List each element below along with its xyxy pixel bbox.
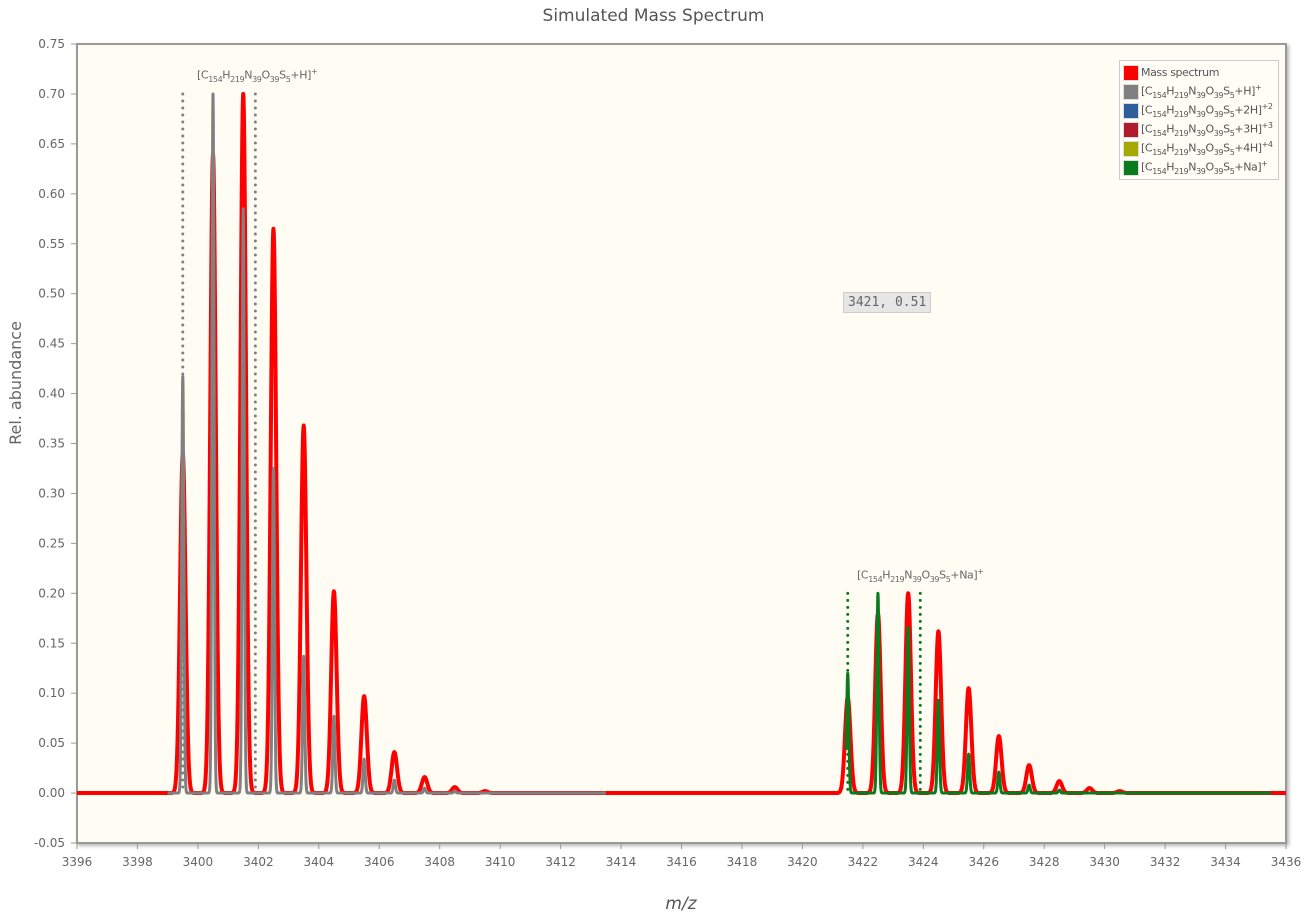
legend-item[interactable]: [C154H219N39O39S5+Na]+ — [1123, 158, 1275, 177]
x-tick-label: 3400 — [183, 855, 214, 869]
x-tick-label: 3418 — [727, 855, 758, 869]
y-tick-label: -0.05 — [34, 836, 65, 850]
x-tick-label: 3434 — [1210, 855, 1241, 869]
legend-item[interactable]: [C154H219N39O39S5+4H]+4 — [1123, 139, 1275, 158]
x-tick-label: 3420 — [787, 855, 818, 869]
x-tick-label: 3408 — [424, 855, 455, 869]
x-tick-label: 3404 — [304, 855, 335, 869]
cursor-tooltip: 3421, 0.51 — [843, 292, 932, 313]
series-na-ion — [844, 591, 1273, 795]
legend-label: [C154H219N39O39S5+Na]+ — [1141, 159, 1268, 176]
x-tick-label: 3414 — [606, 855, 637, 869]
legend-label: [C154H219N39O39S5+3H]+3 — [1141, 121, 1273, 138]
x-axis: 3396 3398 3400 3402 3404 3406 3408 3410 3412 3414… — [62, 843, 1302, 869]
y-tick-label: 0.75 — [38, 37, 65, 51]
x-tick-label: 3422 — [848, 855, 879, 869]
legend-item[interactable]: [C154H219N39O39S5+2H]+2 — [1123, 101, 1275, 120]
legend-item[interactable]: Mass spectrum — [1123, 63, 1275, 82]
legend-swatch — [1123, 102, 1139, 119]
x-tick-label: 3410 — [485, 855, 516, 869]
y-tick-label: 0.25 — [38, 536, 65, 550]
legend-label: [C154H219N39O39S5+4H]+4 — [1141, 140, 1273, 157]
chart-title: Simulated Mass Spectrum — [542, 6, 765, 26]
x-tick-label: 3430 — [1089, 855, 1120, 869]
series-h-ion — [166, 92, 608, 795]
annotation-na-ion: [C154H219N39O39S5+Na]+ — [857, 567, 984, 584]
legend-swatch — [1123, 83, 1139, 100]
y-tick-label: 0.55 — [38, 237, 65, 251]
y-tick-label: 0.05 — [38, 736, 65, 750]
x-tick-label: 3424 — [908, 855, 939, 869]
legend-swatch — [1123, 121, 1139, 138]
y-tick-label: 0.15 — [38, 636, 65, 650]
legend: Mass spectrum [C154H219N39O39S5+H]+ [C154H… — [1119, 60, 1279, 180]
legend-swatch — [1123, 64, 1139, 81]
x-tick-label: 3396 — [62, 855, 93, 869]
plot-area — [76, 43, 1287, 844]
x-axis-label: m/z — [665, 894, 697, 914]
x-tick-label: 3428 — [1029, 855, 1060, 869]
x-tick-label: 3432 — [1150, 855, 1181, 869]
y-axis: 0.75 0.70 0.65 0.60 0.55 0.50 0.45 0.40 0.35 0.30… — [34, 37, 77, 850]
x-tick-label: 3416 — [666, 855, 697, 869]
x-tick-label: 3426 — [968, 855, 999, 869]
series-layer — [75, 91, 1288, 796]
annotation-h-ion: [C154H219N39O39S5+H]+ — [197, 67, 318, 84]
legend-swatch — [1123, 140, 1139, 157]
y-tick-label: 0.60 — [38, 187, 65, 201]
y-tick-label: 0.35 — [38, 437, 65, 451]
legend-item[interactable]: [C154H219N39O39S5+H]+ — [1123, 82, 1275, 101]
x-tick-label: 3406 — [364, 855, 395, 869]
legend-label: [C154H219N39O39S5+H]+ — [1141, 83, 1262, 100]
x-tick-label: 3436 — [1271, 855, 1302, 869]
legend-item[interactable]: [C154H219N39O39S5+3H]+3 — [1123, 120, 1275, 139]
legend-label: [C154H219N39O39S5+2H]+2 — [1141, 102, 1273, 119]
y-tick-label: 0.30 — [38, 486, 65, 500]
y-tick-label: 0.20 — [38, 586, 65, 600]
x-tick-label: 3402 — [243, 855, 274, 869]
legend-label: Mass spectrum — [1141, 66, 1220, 79]
y-tick-label: 0.50 — [38, 287, 65, 301]
legend-swatch — [1123, 159, 1139, 176]
y-tick-label: 0.10 — [38, 686, 65, 700]
x-tick-label: 3398 — [122, 855, 153, 869]
y-tick-label: 0.70 — [38, 87, 65, 101]
x-tick-label: 3412 — [545, 855, 576, 869]
y-tick-label: 0.45 — [38, 337, 65, 351]
y-axis-label: Rel. abundance — [6, 321, 25, 445]
y-tick-label: 0.65 — [38, 137, 65, 151]
y-tick-label: 0.40 — [38, 387, 65, 401]
y-tick-label: 0.00 — [38, 786, 65, 800]
annotation-brackets — [181, 92, 922, 795]
